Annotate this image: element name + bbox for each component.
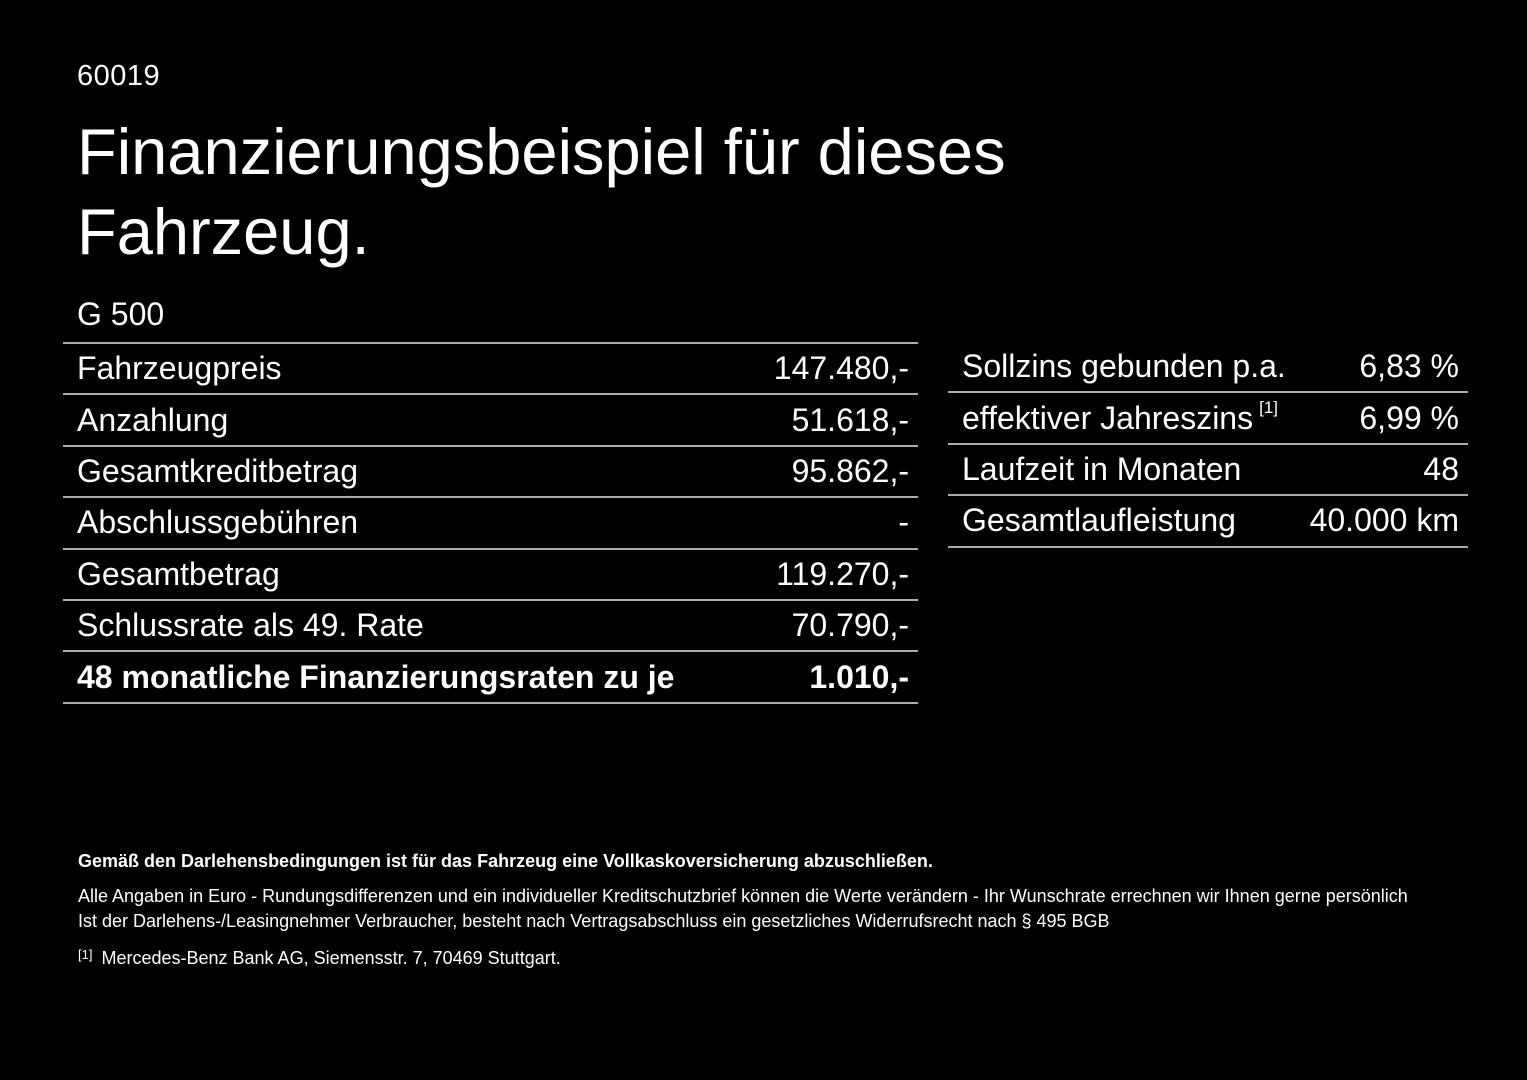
footnote-marker: [1]: [1259, 397, 1278, 417]
table-row: Gesamtlaufleistung 40.000 km: [948, 496, 1468, 548]
row-label: Gesamtkreditbetrag: [77, 452, 359, 489]
table-row-monthly-rate: 48 monatliche Finanzierungsraten zu je 1…: [63, 652, 918, 704]
table-row: Gesamtkreditbetrag 95.862,-: [63, 447, 918, 499]
table-row: Laufzeit in Monaten 48: [948, 445, 1468, 497]
page-title: Finanzierungsbeispiel für dieses Fahrzeu…: [77, 115, 1006, 268]
row-value: 48: [1423, 450, 1459, 487]
row-label: Anzahlung: [77, 401, 229, 438]
table-row: Fahrzeugpreis 147.480,-: [63, 344, 918, 396]
row-value: 95.862,-: [791, 452, 909, 489]
table-row: Sollzins gebunden p.a. 6,83 %: [948, 342, 1468, 394]
row-value: 6,99 %: [1359, 399, 1459, 436]
row-label: effektiver Jahreszins [1]: [962, 397, 1278, 436]
table-row: Abschlussgebühren -: [63, 498, 918, 550]
row-label: Gesamtbetrag: [77, 555, 280, 592]
withdrawal-note: Ist der Darlehens-/Leasingnehmer Verbrau…: [78, 910, 1110, 931]
row-label: Sollzins gebunden p.a.: [962, 348, 1286, 385]
table-row: Anzahlung 51.618,-: [63, 395, 918, 447]
row-value: 51.618,-: [791, 401, 909, 438]
row-value: 6,83 %: [1359, 348, 1459, 385]
footnote-marker: [1]: [78, 947, 93, 962]
table-row: Schlussrate als 49. Rate 70.790,-: [63, 601, 918, 653]
footer-notes: Gemäß den Darlehensbedingungen ist für d…: [78, 851, 1408, 969]
row-value: -: [898, 504, 909, 541]
row-label: Gesamtlaufleistung: [962, 502, 1236, 539]
financing-table: Fahrzeugpreis 147.480,- Anzahlung 51.618…: [63, 342, 918, 704]
row-label: Abschlussgebühren: [77, 504, 359, 541]
row-value: 147.480,-: [773, 350, 909, 387]
row-value: 1.010,-: [809, 658, 909, 695]
values-note: Alle Angaben in Euro - Rundungsdifferenz…: [78, 886, 1408, 906]
table-row: Gesamtbetrag 119.270,-: [63, 550, 918, 601]
rates-table: Sollzins gebunden p.a. 6,83 % effektiver…: [948, 342, 1468, 548]
footnote: [1] Mercedes-Benz Bank AG, Siemensstr. 7,…: [78, 947, 1408, 969]
row-label: Fahrzeugpreis: [77, 350, 282, 387]
insurance-note: Gemäß den Darlehensbedingungen ist für d…: [78, 851, 933, 871]
row-value: 119.270,-: [776, 555, 909, 592]
row-label: Laufzeit in Monaten: [962, 450, 1242, 487]
footnote-text: Mercedes-Benz Bank AG, Siemensstr. 7, 70…: [101, 948, 561, 968]
row-label: Schlussrate als 49. Rate: [77, 607, 424, 644]
row-label: 48 monatliche Finanzierungsraten zu je: [77, 658, 675, 695]
table-row: effektiver Jahreszins [1] 6,99 %: [948, 393, 1468, 445]
row-value: 40.000 km: [1309, 502, 1459, 539]
reference-number: 60019: [77, 60, 161, 92]
model-name: G 500: [77, 296, 165, 332]
row-value: 70.790,-: [791, 607, 909, 644]
